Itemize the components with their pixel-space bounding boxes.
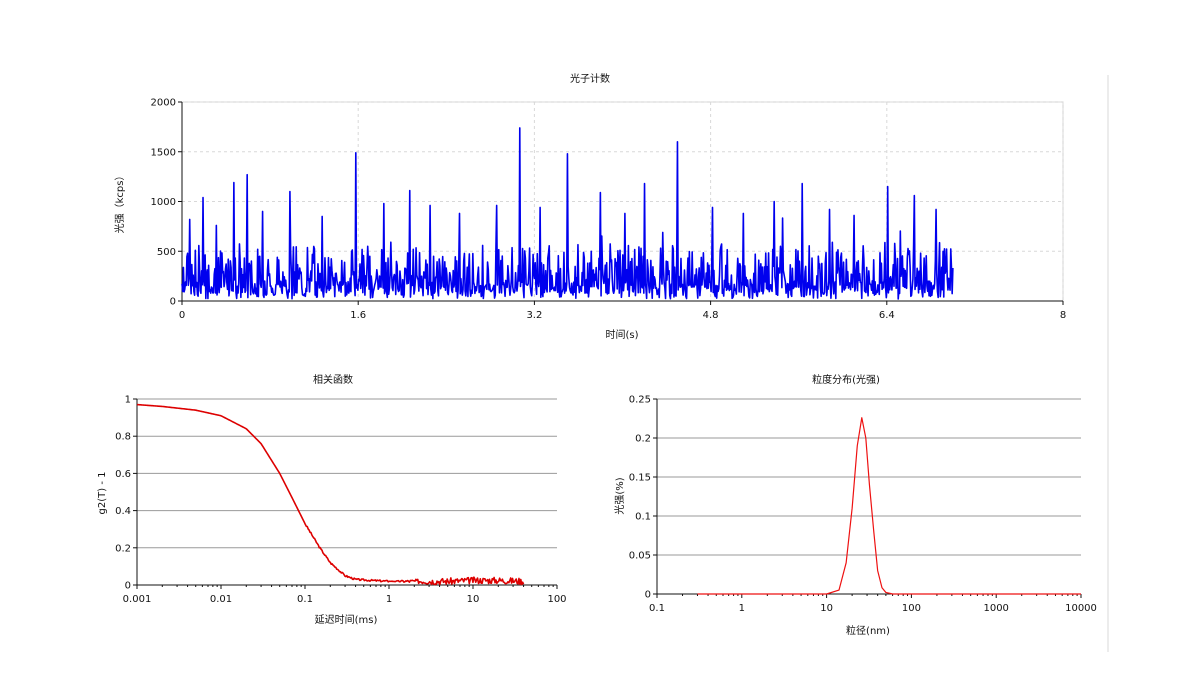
x-tick-label: 1000 — [983, 603, 1008, 614]
y-tick-label: 0 — [170, 297, 176, 308]
y-tick-label: 0.05 — [629, 551, 651, 562]
x-tick-label: 6.4 — [879, 310, 895, 321]
x-tick-label: 1 — [739, 603, 745, 614]
series-line — [136, 403, 525, 586]
y-tick-label: 2000 — [151, 98, 176, 109]
y-tick-label: 0.2 — [635, 434, 651, 445]
x-tick-label: 10000 — [1065, 603, 1097, 614]
y-tick-label: 0.2 — [115, 543, 131, 554]
correlation-title: 相关函数 — [313, 373, 353, 386]
x-tick-label: 1.6 — [350, 310, 366, 321]
photon-count-title: 光子计数 — [570, 72, 610, 85]
y-tick-label: 0.1 — [635, 512, 651, 523]
y-tick-label: 1000 — [151, 197, 176, 208]
x-tick-label: 10 — [467, 594, 480, 605]
correlation-chart: 相关函数 延迟时间(ms) g2(T) - 1 0 0.2 0.4 0.6 0.8 1 0.… — [97, 373, 567, 626]
size-distribution-chart: 粒度分布(光强) 粒径(nm) 光强(%) 0 0.05 0.1 0.15 0.2 0.2… — [613, 373, 1097, 637]
x-tick-label: 0 — [179, 310, 185, 321]
y-tick-label: 0 — [645, 590, 651, 601]
x-tick-label: 0.1 — [649, 603, 665, 614]
photon-count-chart: 光子计数 时间(s) 光强（kcps） 0 500 1000 1500 2000 0 1.6… — [113, 72, 1066, 341]
series-line — [181, 127, 954, 300]
x-tick-label: 0.1 — [297, 594, 313, 605]
x-tick-label: 10 — [820, 603, 833, 614]
y-tick-label: 500 — [157, 247, 176, 258]
x-tick-label: 0.001 — [123, 594, 152, 605]
x-tick-label: 3.2 — [526, 310, 542, 321]
x-tick-label: 100 — [902, 603, 921, 614]
photon-count-xlabel: 时间(s) — [605, 328, 638, 341]
y-tick-label: 0.6 — [115, 469, 131, 480]
y-tick-label: 0.15 — [629, 473, 651, 484]
correlation-ylabel: g2(T) - 1 — [97, 472, 108, 515]
series-line — [697, 417, 1081, 595]
y-tick-label: 0 — [125, 581, 131, 592]
size-distribution-ylabel: 光强(%) — [613, 477, 626, 514]
y-tick-label: 0.8 — [115, 432, 131, 443]
y-tick-label: 0.4 — [115, 506, 131, 517]
x-tick-label: 0.01 — [210, 594, 232, 605]
y-tick-label: 1500 — [151, 147, 176, 158]
correlation-xlabel: 延迟时间(ms) — [315, 613, 378, 626]
y-tick-label: 1 — [125, 395, 131, 406]
y-tick-label: 0.25 — [629, 395, 651, 406]
x-tick-label: 4.8 — [703, 310, 719, 321]
photon-count-ylabel: 光强（kcps） — [113, 171, 126, 234]
x-tick-label: 100 — [547, 594, 566, 605]
x-tick-label: 1 — [386, 594, 392, 605]
size-distribution-title: 粒度分布(光强) — [812, 373, 880, 386]
size-distribution-xlabel: 粒径(nm) — [846, 624, 890, 637]
x-tick-label: 8 — [1060, 310, 1066, 321]
